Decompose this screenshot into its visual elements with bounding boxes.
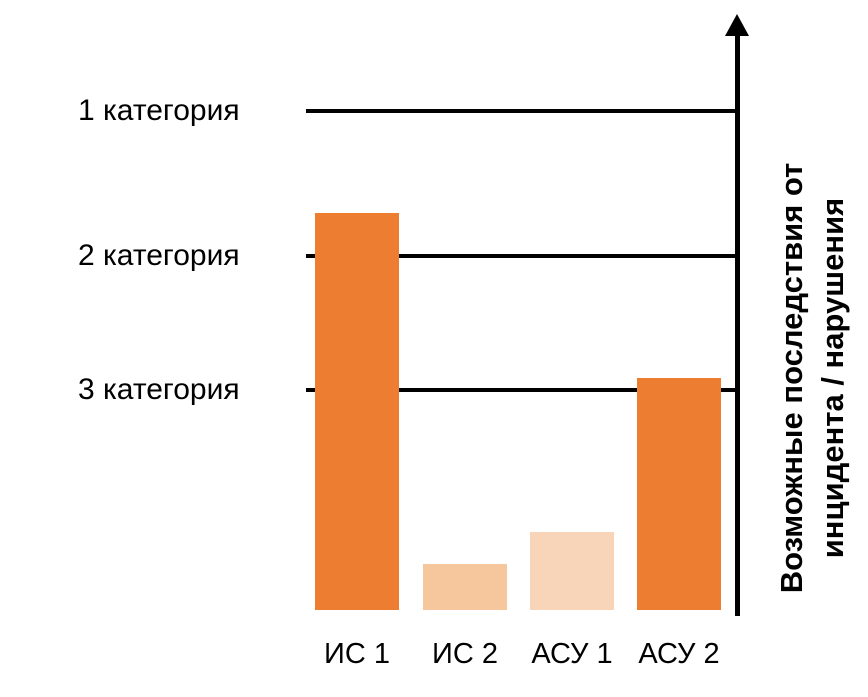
threshold-label-3: 3 категория (78, 373, 240, 406)
threshold-line-3 (306, 388, 740, 392)
bar-asu-2 (637, 378, 721, 610)
threshold-label-2: 2 категория (78, 239, 240, 272)
threshold-line-2 (306, 254, 740, 258)
bar-asu-1 (530, 532, 614, 610)
x-label-is-2: ИС 2 (432, 638, 498, 670)
y-axis-title-line-2: инцидента / нарушения (814, 197, 850, 559)
y-axis-title: Возможные последствия от инцидента / нар… (772, 104, 854, 652)
bar-is-2 (423, 564, 507, 610)
threshold-line-1 (306, 109, 740, 113)
bar-is-1 (315, 213, 399, 610)
x-label-asu-2: АСУ 2 (638, 638, 720, 670)
x-label-is-1: ИС 1 (324, 638, 390, 670)
threshold-label-1: 1 категория (78, 94, 240, 127)
y-axis-arrowhead-icon (725, 14, 749, 36)
y-axis-line (735, 34, 740, 616)
x-label-asu-1: АСУ 1 (531, 638, 613, 670)
y-axis-title-line-1: Возможные последствия от (774, 162, 809, 594)
